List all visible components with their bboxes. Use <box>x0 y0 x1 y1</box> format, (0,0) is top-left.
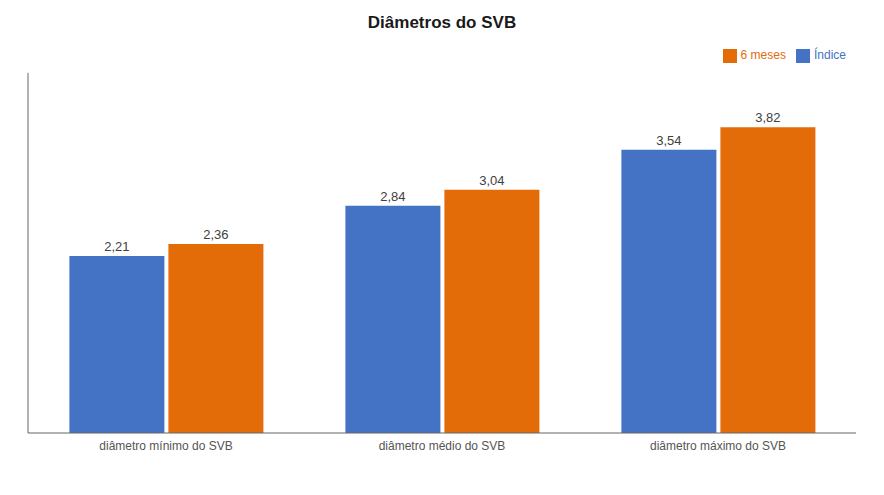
html-text:Índice: Índice <box>814 48 846 62</box>
svg-text:2,21: 2,21 <box>104 239 129 254</box>
svg-text:2,36: 2,36 <box>203 227 228 242</box>
svg-text:diâmetro médio do SVB: diâmetro médio do SVB <box>379 439 506 453</box>
svg-text:3,04: 3,04 <box>479 173 504 188</box>
svg-text:3,54: 3,54 <box>656 133 681 148</box>
html-text:Diâmetros do SVB: Diâmetros do SVB <box>367 13 517 32</box>
svg-text:diâmetro mínimo do SVB: diâmetro mínimo do SVB <box>99 439 232 453</box>
svg-text:3,82: 3,82 <box>755 110 780 125</box>
html-text:6 meses: 6 meses <box>740 48 786 62</box>
svg-text:2,84: 2,84 <box>380 189 405 204</box>
svg-text:diâmetro máximo do SVB: diâmetro máximo do SVB <box>650 439 786 453</box>
